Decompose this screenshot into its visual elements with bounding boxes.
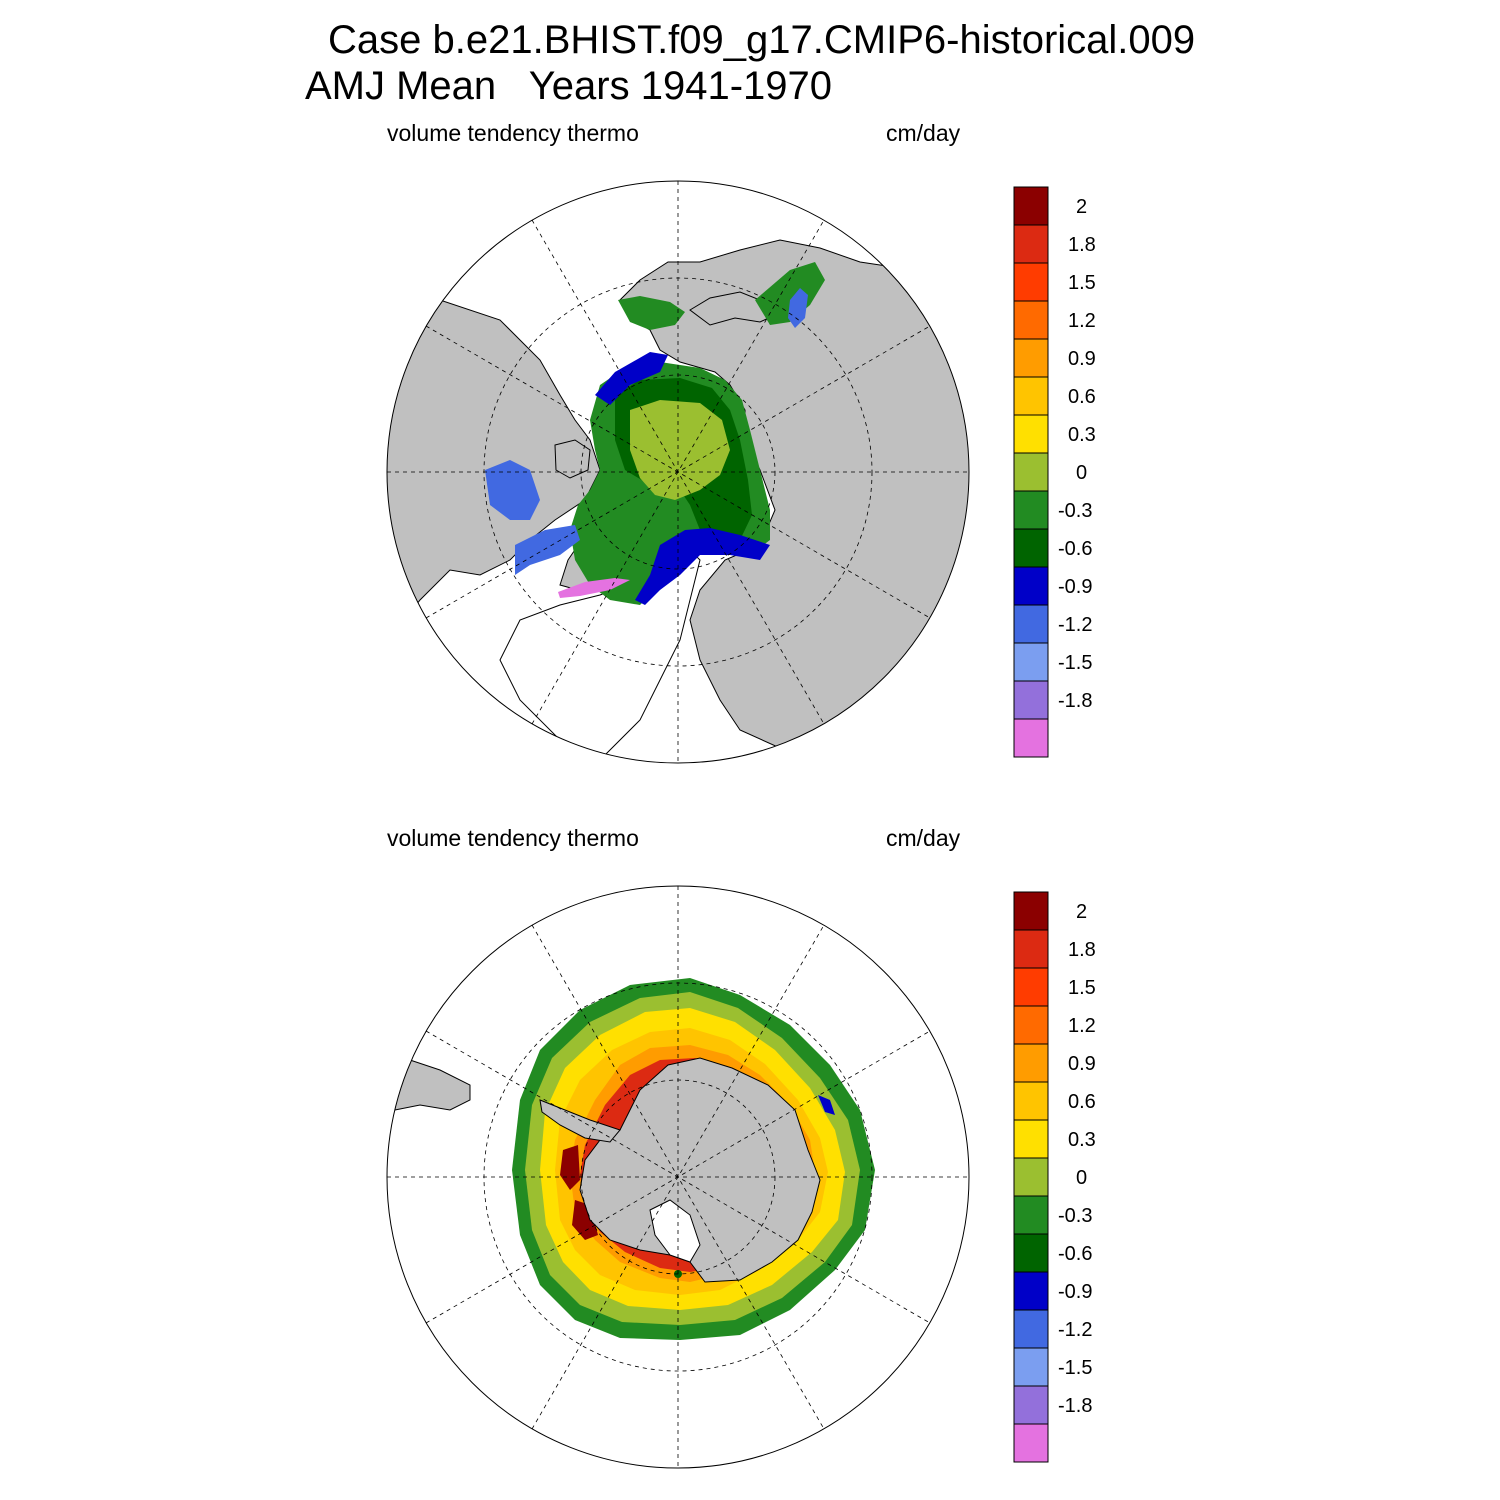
south-colorbar-swatch: [1013, 1043, 1049, 1083]
north-colorbar-swatch: [1013, 490, 1049, 530]
south-colorbar-swatch: [1013, 1119, 1049, 1159]
north-colorbar-swatch: [1013, 300, 1049, 340]
figure-title-period: AMJ Mean Years 1941-1970: [305, 64, 833, 108]
south-colorbar-swatch: [1013, 1005, 1049, 1045]
north-colorbar-label: 0.3: [1068, 424, 1096, 446]
south-land-antarctica: [579, 1057, 821, 1283]
south-colorbar-label: -1.5: [1058, 1357, 1092, 1379]
north-colorbar-label: -0.3: [1058, 500, 1092, 522]
south-colorbar-label: 0.3: [1068, 1129, 1096, 1151]
south-colorbar-label: -0.9: [1058, 1281, 1092, 1303]
north-land-eurasia: [619, 239, 969, 761]
north-colorbar-swatch: [1013, 338, 1049, 378]
north-colorbar-swatch: [1013, 452, 1049, 492]
south-colorbar-swatch: [1013, 1081, 1049, 1121]
north-map-border: [386, 180, 970, 764]
south-colorbar-label: 0: [1076, 1167, 1087, 1189]
south-colorbar-label: -1.8: [1058, 1395, 1092, 1417]
south-colorbar-label: 2: [1076, 901, 1087, 923]
south-colorbar: 2 1.8 1.5 1.2 0.9 0.6 0.3 0 -0.3 -0.6 -0.9 -1.2 -1.5…: [1013, 891, 1096, 1463]
figure-title-case: Case b.e21.BHIST.f09_g17.CMIP6-historica…: [328, 18, 1196, 62]
south-map-border: [386, 885, 970, 1469]
north-colorbar-label: 1.8: [1068, 234, 1096, 256]
north-colorbar-swatch: [1013, 642, 1049, 682]
north-polar-map: [386, 180, 970, 764]
south-ice-blue-patch: [818, 1095, 835, 1115]
south-colorbar-swatch: [1013, 1423, 1049, 1463]
north-units-label: cm/day: [886, 120, 961, 146]
north-colorbar-label: -1.5: [1058, 652, 1092, 674]
south-ice-dark-red-ross: [572, 1200, 598, 1240]
north-ice-pink-greenland-coast: [558, 578, 630, 598]
north-colorbar-label: 0: [1076, 462, 1087, 484]
north-colorbar-label: -0.6: [1058, 538, 1092, 560]
south-ice-dark-red-weddell: [560, 1145, 580, 1190]
south-colorbar-label: 0.6: [1068, 1091, 1096, 1113]
south-colorbar-label: 0.9: [1068, 1053, 1096, 1075]
south-ice-shelf-ross: [649, 1199, 701, 1263]
south-colorbar-swatch: [1013, 967, 1049, 1007]
north-graticule: [387, 181, 969, 763]
north-colorbar-label: 0.6: [1068, 386, 1096, 408]
south-graticule: [387, 886, 969, 1468]
north-colorbar-label: -0.9: [1058, 576, 1092, 598]
south-colorbar-swatch: [1013, 1309, 1049, 1349]
north-colorbar-swatch: [1013, 680, 1049, 720]
north-colorbar-label: -1.2: [1058, 614, 1092, 636]
north-ice-green-okhotsk: [755, 262, 825, 325]
north-colorbar-swatch: [1013, 604, 1049, 644]
south-colorbar-swatch: [1013, 1233, 1049, 1273]
south-variable-label: volume tendency thermo: [387, 825, 639, 851]
north-colorbar-swatch: [1013, 718, 1049, 758]
south-colorbar-swatch: [1013, 1157, 1049, 1197]
south-colorbar-label: -0.6: [1058, 1243, 1092, 1265]
south-colorbar-label: -1.2: [1058, 1319, 1092, 1341]
north-colorbar-swatch: [1013, 376, 1049, 416]
north-ice-blue-barents: [635, 528, 770, 605]
south-colorbar-swatch: [1013, 929, 1049, 969]
north-colorbar-swatch: [1013, 414, 1049, 454]
north-colorbar-swatch: [1013, 224, 1049, 264]
north-colorbar-swatch: [1013, 566, 1049, 606]
north-colorbar-label: 1.5: [1068, 272, 1096, 294]
south-colorbar-swatch: [1013, 1195, 1049, 1235]
north-colorbar-label: 2: [1076, 196, 1087, 218]
north-colorbar-label: 1.2: [1068, 310, 1096, 332]
south-colorbar-swatch: [1013, 1347, 1049, 1387]
north-colorbar-swatch: [1013, 528, 1049, 568]
north-colorbar: 2 1.8 1.5 1.2 0.9 0.6 0.3 0 -0.3 -0.6 -0.9 -1.2 -1.5…: [1013, 186, 1096, 758]
south-units-label: cm/day: [886, 825, 961, 851]
north-colorbar-label: -1.8: [1058, 690, 1092, 712]
south-colorbar-swatch: [1013, 1271, 1049, 1311]
north-ice-blue-labrador: [515, 525, 580, 575]
north-ice-green-bering: [618, 296, 685, 330]
north-ice-blue-siberia: [595, 352, 668, 405]
south-colorbar-label: 1.8: [1068, 939, 1096, 961]
south-colorbar-label: -0.3: [1058, 1205, 1092, 1227]
north-colorbar-label: 0.9: [1068, 348, 1096, 370]
south-colorbar-swatch: [1013, 1385, 1049, 1425]
south-colorbar-swatch: [1013, 891, 1049, 931]
north-colorbar-swatch: [1013, 186, 1049, 226]
north-ice-blue-okhotsk: [788, 288, 808, 328]
south-colorbar-label: 1.5: [1068, 977, 1096, 999]
north-colorbar-swatch: [1013, 262, 1049, 302]
north-ice-blue-hudson: [485, 460, 540, 520]
south-polar-map: [386, 885, 970, 1469]
south-colorbar-label: 1.2: [1068, 1015, 1096, 1037]
north-variable-label: volume tendency thermo: [387, 120, 639, 146]
